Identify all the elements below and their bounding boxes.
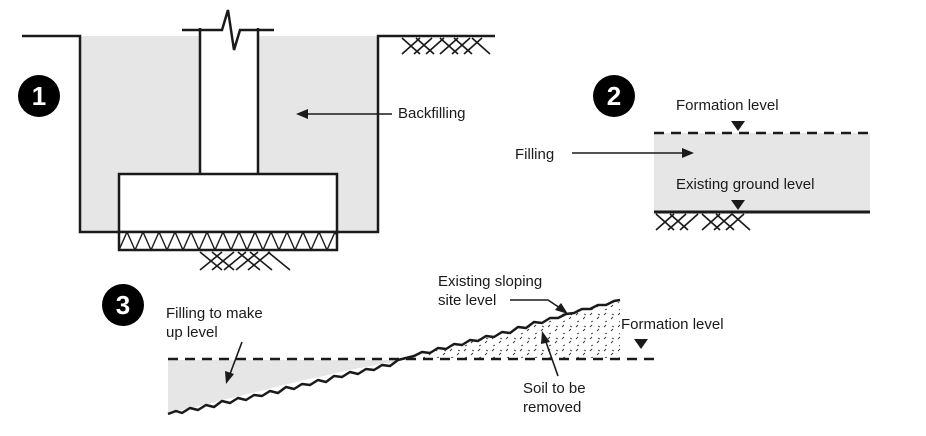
figure-1-number: 1 [32,81,46,111]
column-break-symbol [182,9,274,51]
ground-hatch-right [401,37,491,55]
existing-sloping-arrow-line [510,299,561,309]
figure-1-badge [18,75,60,117]
ground-hatch-figure-2 [655,213,751,231]
blinding-triangles [119,232,337,250]
filling-to-make-up-label-line-1: Filling to make [166,305,263,322]
figure-1-backfilling: 1 Backfilling [18,9,495,271]
existing-ground-marker [731,200,745,210]
existing-sloping-ground-line [167,298,621,416]
figure-3-sloping-site: 3 Filling to make up level Existing slop… [102,273,724,416]
soil-to-be-removed-label-line-1: Soil to be [523,380,586,397]
existing-sloping-label-line-2: site level [438,292,496,309]
figure-3-badge [102,284,144,326]
figure-3-number: 3 [116,290,130,320]
formation-level-label-3: Formation level [621,316,724,333]
existing-sloping-arrow-head [555,303,568,314]
backfilling-label: Backfilling [398,105,466,122]
filling-to-make-up-label-line-2: up level [166,324,218,341]
soil-removed-arrow-head [541,331,550,344]
filling-arrow-head [682,148,694,158]
backfilling-arrow-head [296,109,308,119]
formation-level-marker-3 [634,339,648,349]
existing-ground-level-label: Existing ground level [676,176,814,193]
soil-to-be-removed-label-line-2: removed [523,399,581,416]
existing-sloping-label-line-1: Existing sloping [438,273,542,290]
figure-2-filling: 2 Formation level Filling Existing groun… [515,75,870,231]
filling-label: Filling [515,146,554,163]
figure-2-badge [593,75,635,117]
column [200,30,258,174]
formation-level-marker [731,121,745,131]
filling-area [654,133,870,212]
footing [117,172,339,234]
ground-hatch-footing [199,251,291,271]
filling-make-up-arrow-line [229,341,243,375]
excavation-outline [22,34,495,234]
figure-2-number: 2 [607,81,621,111]
filling-make-up-arrow-head [225,371,234,384]
formation-level-label: Formation level [676,97,779,114]
soil-removed-arrow-line [545,341,559,377]
